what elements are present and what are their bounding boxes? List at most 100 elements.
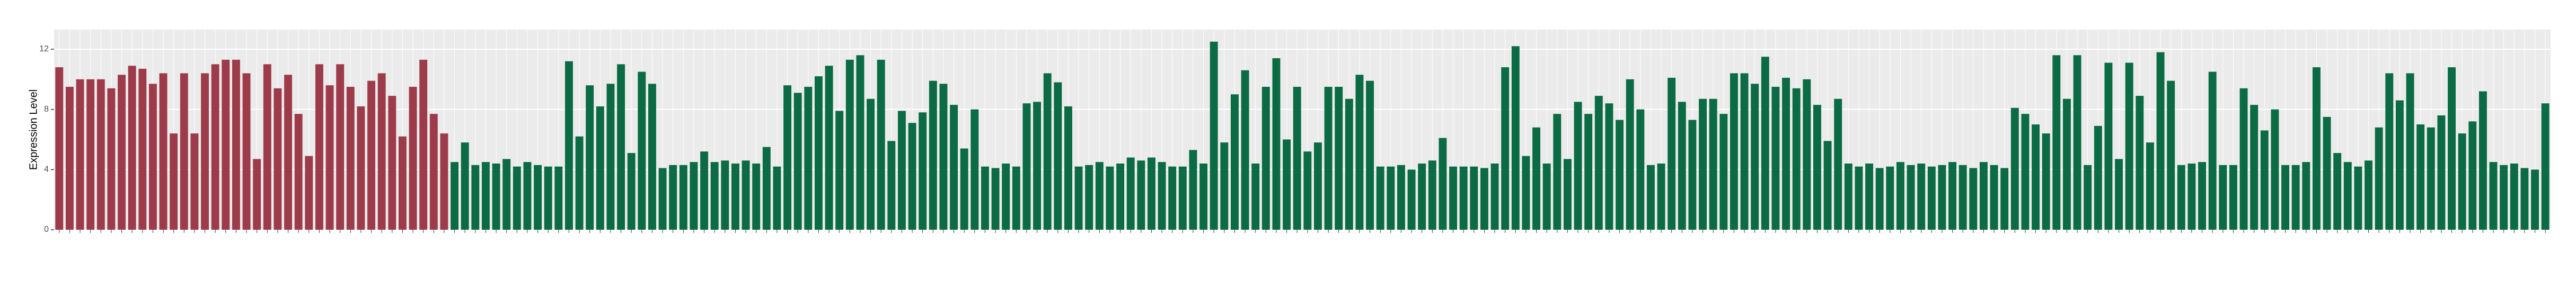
bar	[242, 73, 251, 230]
bar	[596, 106, 604, 230]
bar	[710, 162, 719, 230]
bar	[1490, 163, 1499, 230]
bar	[1261, 87, 1270, 230]
bar	[1158, 162, 1166, 230]
bar	[305, 156, 313, 230]
bar	[253, 159, 261, 230]
bar	[648, 84, 656, 230]
bar	[2500, 165, 2508, 230]
bar	[981, 166, 989, 230]
bar	[2489, 162, 2498, 230]
bar	[128, 66, 136, 230]
y-tick-label: 0	[44, 225, 49, 234]
bar	[1095, 162, 1104, 230]
bar	[897, 111, 906, 230]
bar	[1917, 163, 1926, 230]
bar	[1938, 165, 1946, 230]
bar	[1657, 163, 1665, 230]
bar	[762, 147, 771, 230]
bar	[211, 64, 219, 230]
bar	[627, 153, 636, 230]
bar	[1834, 98, 1842, 230]
bar	[1574, 102, 1582, 230]
bar	[2219, 165, 2227, 230]
bar	[159, 73, 167, 230]
bar	[971, 109, 979, 230]
bar	[835, 111, 844, 230]
y-tick-label: 12	[39, 44, 49, 53]
bar	[1719, 114, 1728, 230]
bar	[523, 162, 532, 230]
bar	[960, 148, 968, 230]
bar	[1813, 105, 1821, 230]
bar	[2229, 165, 2237, 230]
bar	[1376, 166, 1384, 230]
bar	[398, 136, 407, 230]
bar	[919, 112, 927, 230]
bar	[1927, 166, 1936, 230]
bar	[1335, 87, 1343, 230]
bar	[534, 165, 542, 230]
bar	[1542, 163, 1551, 230]
bar	[1823, 141, 1832, 230]
bar	[825, 66, 833, 230]
bar	[2062, 98, 2071, 230]
bar	[1074, 166, 1083, 230]
bar	[1199, 163, 1208, 230]
bar	[86, 79, 95, 230]
bar	[2239, 88, 2248, 230]
bar	[1730, 73, 1738, 230]
bar	[481, 162, 490, 230]
bar	[679, 165, 687, 230]
bar	[2343, 162, 2352, 230]
bar	[2291, 165, 2300, 230]
bar	[1751, 84, 1759, 230]
bar	[1449, 166, 1458, 230]
bar	[2302, 162, 2310, 230]
bar	[377, 73, 386, 230]
bar	[138, 68, 147, 230]
bar	[1407, 169, 1416, 230]
bar	[2468, 121, 2477, 230]
bar	[2271, 109, 2279, 230]
bar	[1428, 160, 1436, 230]
bar	[1033, 102, 1042, 230]
bar	[1293, 87, 1301, 230]
bar	[1553, 114, 1562, 230]
bar	[346, 87, 355, 230]
bar	[201, 73, 209, 230]
y-tick-label: 8	[44, 105, 49, 114]
bar	[367, 80, 376, 230]
bar	[2073, 55, 2081, 230]
bar	[1220, 142, 1229, 230]
bar	[1147, 157, 1155, 230]
bar	[1865, 163, 1874, 230]
bar	[2510, 163, 2518, 230]
bar	[1646, 165, 1655, 230]
bar	[1511, 46, 1520, 230]
bar	[1886, 166, 1894, 230]
bar	[409, 87, 417, 230]
bar	[669, 165, 677, 230]
bar	[1782, 77, 1790, 230]
bar	[180, 73, 188, 230]
bar	[742, 160, 750, 230]
bar	[222, 59, 230, 230]
bar	[867, 98, 875, 230]
bar	[1210, 41, 1218, 230]
bar	[1178, 166, 1187, 230]
bar	[2000, 168, 2009, 230]
bar	[1532, 127, 1541, 230]
bar	[700, 151, 709, 230]
bar	[2187, 163, 2196, 230]
bar	[2250, 105, 2259, 230]
bar	[1480, 168, 1488, 230]
bar	[1803, 79, 1811, 230]
bar	[814, 76, 823, 230]
bar	[1366, 80, 1374, 230]
bar	[1168, 166, 1177, 230]
bar	[1948, 162, 1957, 230]
bar	[419, 59, 428, 230]
bar	[575, 136, 584, 230]
bar	[1241, 70, 1249, 230]
